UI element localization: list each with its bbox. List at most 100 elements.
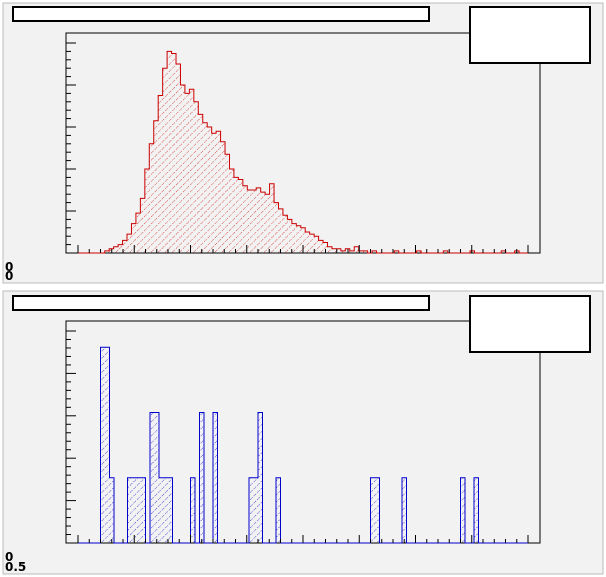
- top-bin-33: [225, 154, 230, 253]
- top-bin-55: [323, 242, 328, 253]
- x-axis-ticks-top: [77, 245, 529, 253]
- top-bin-42: [265, 194, 270, 253]
- histogram-bottom: [78, 346, 528, 544]
- top-bin-43: [269, 183, 275, 253]
- top-bin-37: [242, 185, 248, 253]
- bottom-outline: [78, 346, 528, 544]
- top-bin-14: [140, 198, 145, 253]
- bottom-bin-5: [100, 347, 105, 543]
- top-outline: [78, 50, 528, 254]
- top-bin-16: [149, 143, 154, 253]
- top-bin-6: [104, 250, 110, 253]
- top-bin-95: [501, 250, 506, 253]
- bottom-bin-30: [213, 412, 218, 543]
- top-bin-30: [211, 133, 217, 253]
- top-bin-71: [394, 250, 399, 253]
- bottom-bin-27: [199, 412, 204, 543]
- top-bin-40: [256, 187, 261, 253]
- top-bin-36: [238, 179, 243, 253]
- top-bin-35: [233, 177, 239, 253]
- top-bin-29: [207, 127, 212, 253]
- bottom-bin-20: [168, 477, 173, 543]
- top-bin-31: [216, 131, 221, 253]
- y-tick-label-top-2: 0: [5, 269, 13, 283]
- top-bin-48: [291, 223, 297, 253]
- bottom-bin-44: [276, 477, 281, 543]
- top-bin-63: [358, 250, 364, 253]
- top-bin-52: [309, 234, 315, 253]
- title-box-bottom: [12, 295, 430, 311]
- top-bin-57: [331, 248, 337, 253]
- top-bin-88: [470, 250, 475, 253]
- bottom-bin-40: [258, 412, 263, 543]
- top-bin-54: [318, 240, 324, 253]
- stats-box-bottom: [469, 295, 591, 353]
- top-bin-28: [202, 122, 208, 253]
- y-tick-label-top-1: 0: [5, 260, 13, 274]
- top-bin-58: [336, 248, 341, 253]
- top-bin-27: [198, 114, 203, 254]
- bottom-bin-6: [105, 347, 110, 543]
- top-bin-47: [287, 219, 292, 253]
- top-bin-23: [180, 85, 185, 253]
- bottom-bin-66: [375, 477, 380, 543]
- y-axis-ticks-bottom: [66, 330, 76, 544]
- top-bin-59: [340, 250, 346, 253]
- top-bin-56: [327, 246, 332, 253]
- top-bin-15: [144, 169, 150, 253]
- bottom-bin-17: [154, 412, 159, 543]
- bottom-bin-14: [141, 477, 146, 543]
- top-bin-21: [171, 53, 177, 253]
- histogram-top: [78, 50, 528, 254]
- x-axis-ticks-bottom: [77, 535, 529, 543]
- bottom-bin-16: [150, 412, 155, 543]
- y-tick-label-bottom-1: 0: [5, 550, 13, 564]
- top-bin-10: [122, 240, 128, 253]
- top-bin-38: [247, 190, 252, 253]
- top-bin-22: [176, 64, 181, 253]
- top-bin-24: [184, 93, 190, 254]
- bottom-bin-12: [132, 477, 137, 543]
- top-bin-49: [296, 225, 301, 253]
- top-bin-53: [314, 236, 319, 253]
- top-bin-46: [282, 215, 288, 253]
- top-bin-51: [305, 232, 310, 253]
- bottom-bin-65: [370, 477, 375, 543]
- y-tick-label-bottom-2: 0.5: [5, 560, 26, 574]
- top-bin-8: [113, 246, 119, 253]
- top-bin-41: [260, 192, 266, 253]
- bottom-bin-11: [127, 477, 132, 543]
- top-bin-62: [354, 246, 359, 253]
- bottom-bin-85: [460, 477, 465, 543]
- top-bin-82: [443, 250, 448, 253]
- bottom-bin-39: [253, 477, 258, 543]
- top-bin-13: [135, 213, 141, 253]
- top-bin-45: [278, 208, 283, 253]
- top-bin-11: [127, 234, 132, 253]
- top-bin-12: [131, 223, 136, 253]
- bottom-bin-88: [474, 477, 479, 543]
- top-bin-26: [193, 101, 199, 253]
- pad-bottom: 0 0.5: [2, 290, 604, 575]
- bottom-bin-13: [136, 477, 141, 543]
- top-bin-76: [416, 250, 422, 253]
- top-bin-32: [220, 141, 226, 253]
- top-bin-39: [251, 190, 257, 253]
- title-box-top: [12, 6, 430, 22]
- top-bin-66: [372, 250, 377, 253]
- y-axis-ticks-top: [66, 42, 76, 254]
- bottom-bin-25: [190, 477, 195, 543]
- pad-top: 0 0: [2, 2, 604, 284]
- top-bin-19: [162, 68, 168, 253]
- bottom-bin-18: [159, 477, 164, 543]
- top-bin-64: [363, 250, 368, 253]
- top-bin-44: [274, 202, 279, 253]
- bottom-bin-72: [402, 477, 407, 543]
- bottom-bin-7: [109, 477, 114, 543]
- top-bin-9: [118, 244, 123, 253]
- top-bin-50: [300, 227, 306, 253]
- top-bin-61: [349, 250, 355, 253]
- top-bin-17: [153, 120, 159, 253]
- top-bin-34: [229, 169, 234, 253]
